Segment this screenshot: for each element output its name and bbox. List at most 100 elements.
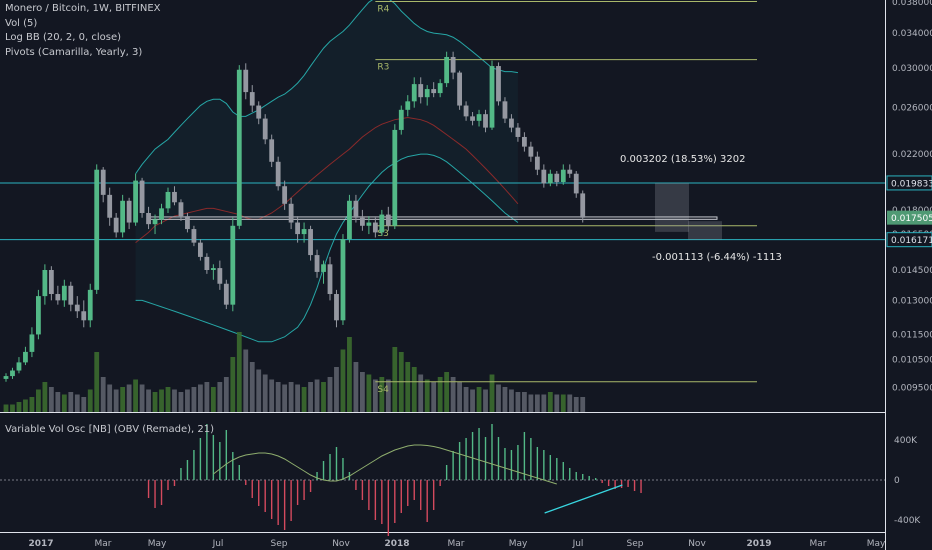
volume-bar [295, 384, 300, 412]
candle-body [100, 169, 106, 195]
chart-legend: Monero / Bitcoin, 1W, BITFINEX Vol (5) L… [5, 2, 161, 60]
candle-body [36, 296, 41, 335]
bollinger-basis [135, 116, 519, 244]
osc-moving-average [213, 444, 557, 485]
candle-body [522, 136, 527, 147]
volume-bar [554, 394, 560, 412]
candle-body [308, 229, 313, 256]
volume-bar [29, 397, 35, 412]
volume-bar [217, 382, 223, 412]
volume-bar [61, 394, 67, 412]
legend-symbol[interactable]: Monero / Bitcoin, 1W, BITFINEX [5, 3, 161, 14]
volume-bar [372, 379, 378, 412]
volume-bar [496, 384, 501, 412]
price-badge-1 [886, 232, 932, 248]
volume-bar [321, 382, 326, 412]
volume-bar [204, 382, 210, 412]
time-tick-label: 2019 [746, 539, 771, 549]
candle-body [431, 89, 437, 94]
volume-bar [48, 387, 54, 412]
time-tick-label: Nov [688, 539, 706, 549]
volume-bar [256, 369, 262, 412]
volume-bar [314, 379, 320, 412]
candle-body [152, 219, 158, 225]
time-tick-label: Mar [448, 539, 465, 549]
volume-bar [81, 397, 87, 412]
oscillator-title[interactable]: Variable Vol Osc [NB] (OBV (Remade), 21) [5, 424, 215, 435]
volume-bar [230, 357, 236, 412]
time-tick-label: Nov [332, 539, 350, 549]
candle-body [10, 370, 15, 377]
legend-volume[interactable]: Vol (5) [5, 17, 38, 29]
volume-bar [483, 389, 488, 412]
candle-body [107, 194, 113, 218]
volume-bar [55, 392, 61, 412]
volume-bar [146, 389, 151, 412]
candle-body [210, 268, 216, 271]
volume-bar [3, 404, 9, 412]
time-tick-label: May [867, 539, 886, 549]
candle-body [424, 89, 430, 98]
volume-bar [431, 382, 437, 412]
volume-bar [120, 387, 126, 412]
volume-bar [139, 384, 145, 412]
candle-body [314, 255, 320, 272]
volume-bar [165, 387, 171, 412]
time-tick-label: Jul [572, 539, 584, 549]
candle-body [470, 116, 475, 121]
candle-body [256, 105, 262, 119]
volume-bar [560, 394, 566, 412]
candle-body [463, 105, 469, 117]
measure-up-label: 0.003202 (18.53%) 3202 [620, 154, 746, 165]
time-tick-label: Jul [212, 539, 224, 549]
candle-body [16, 362, 22, 371]
osc-tick-label: -400K [894, 516, 921, 526]
candle-body [275, 161, 281, 187]
candle-body [126, 200, 132, 223]
legend-pivots[interactable]: Pivots (Camarilla, Yearly, 3) [5, 46, 143, 58]
measure-box-0 [655, 182, 689, 232]
candle-body [528, 146, 534, 157]
candle-body [23, 351, 28, 363]
volume-bar [580, 397, 586, 412]
candle-body [74, 304, 80, 312]
volume-bar [262, 374, 268, 412]
candle-body [178, 202, 184, 217]
candle-body [55, 294, 61, 301]
osc-tick-label: 0 [894, 476, 900, 486]
time-tick-label: 2017 [28, 539, 53, 549]
price-tick-label: 0.013000 [892, 296, 932, 306]
volume-bar [340, 349, 346, 412]
volume-bar [282, 384, 288, 412]
candle-body [68, 285, 74, 305]
volume-bar [534, 394, 540, 412]
candle-body [61, 285, 67, 301]
volume-bar [515, 392, 521, 412]
candle-body [567, 169, 573, 174]
volume-bar [172, 389, 177, 412]
candle-body [360, 217, 365, 226]
candle-body [560, 169, 566, 183]
volume-bar [107, 384, 113, 412]
volume-bar [36, 389, 41, 412]
volume-bar [68, 392, 74, 412]
candle-body [159, 208, 164, 220]
volume-bar [457, 382, 462, 412]
volume-bar [308, 382, 313, 412]
candle-body [191, 229, 197, 243]
legend-bollinger[interactable]: Log BB (20, 2, 0, close) [5, 32, 122, 43]
candle-body [554, 173, 560, 183]
volume-bar [191, 387, 197, 412]
volume-bar [334, 367, 339, 412]
candle-body [42, 270, 48, 297]
pivot-label-s4: S4 [377, 385, 389, 395]
candle-body [372, 222, 378, 233]
volume-bar [87, 389, 93, 412]
volume-bar [463, 387, 469, 412]
volume-bar [100, 377, 106, 412]
volume-bar [288, 382, 294, 412]
candle-body [573, 173, 579, 194]
candle-body [366, 222, 372, 226]
candle-body [48, 270, 54, 295]
candle-body [405, 101, 411, 110]
